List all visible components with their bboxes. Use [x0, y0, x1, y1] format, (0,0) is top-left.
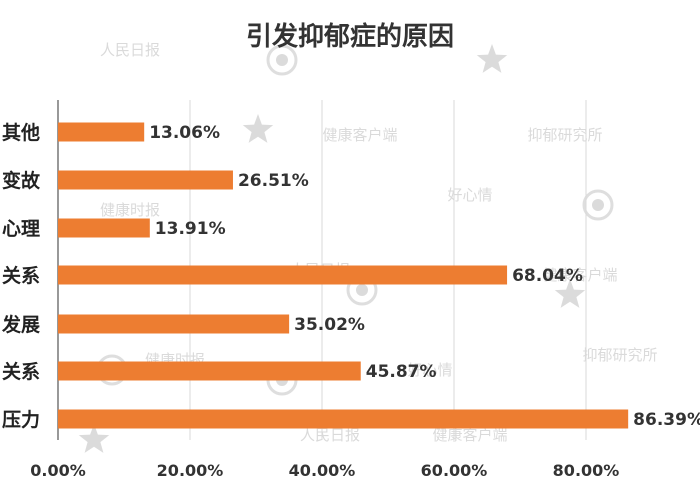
category-label: 关系	[2, 264, 40, 287]
value-label: 26.51%	[238, 171, 309, 191]
category-label: 变故	[2, 169, 41, 192]
watermark-text: 抑郁研究所	[582, 346, 657, 364]
star-icon	[242, 114, 274, 143]
watermark-text: 好心情	[407, 361, 452, 379]
heart-logo-center	[356, 284, 368, 296]
watermark-text: 健康时报	[100, 201, 160, 219]
value-label: 13.91%	[155, 219, 226, 239]
bar	[58, 122, 145, 142]
star-icon	[554, 279, 586, 308]
watermark-text: 健康客户端	[322, 126, 397, 144]
bar	[58, 218, 150, 238]
value-label: 86.39%	[633, 410, 700, 430]
x-tick-label: 40.00%	[289, 461, 356, 480]
x-tick-label: 0.00%	[30, 461, 86, 480]
watermark-text: 好心情	[447, 186, 492, 204]
heart-logo-icon	[582, 189, 614, 221]
category-label: 其他	[2, 121, 40, 144]
watermark-layer: 人民日报健康客户端抑郁研究所好心情健康时报人民日报健康客户端抑郁研究所好心情健康…	[78, 41, 658, 453]
labels: 0.00%20.00%40.00%60.00%80.00%1013.06%其他2…	[1, 121, 700, 480]
watermark-text: 人民日报	[300, 426, 360, 444]
watermark-text: 健康客户端	[542, 266, 617, 284]
value-label: 45.87%	[366, 362, 437, 382]
bar	[58, 361, 361, 381]
bar	[58, 314, 290, 334]
chart-title: 引发抑郁症的原因	[246, 21, 454, 52]
watermark-text: 抑郁研究所	[527, 126, 602, 144]
heart-logo-ring	[582, 189, 614, 221]
value-label: 68.04%	[512, 266, 583, 286]
watermark-text: 健康客户端	[432, 426, 507, 444]
x-tick-label: 60.00%	[421, 461, 488, 480]
star-icon	[78, 424, 110, 453]
category-label: 关系	[2, 360, 40, 383]
category-label: 压力	[2, 408, 40, 431]
category-label: 心理	[2, 218, 40, 240]
x-tick-label: 20.00%	[157, 461, 224, 480]
bar	[58, 170, 233, 190]
category-label: 发展	[1, 313, 40, 336]
heart-logo-icon	[266, 44, 298, 76]
heart-logo-ring	[266, 44, 298, 76]
bars	[58, 122, 629, 429]
heart-logo-center	[276, 54, 288, 66]
bar	[58, 409, 629, 429]
watermark-text: 人民日报	[100, 41, 160, 59]
x-tick-label: 80.00%	[553, 461, 620, 480]
value-label: 35.02%	[294, 315, 365, 335]
star-icon	[476, 44, 508, 73]
value-label: 13.06%	[149, 123, 220, 143]
heart-logo-center	[592, 199, 604, 211]
bar	[58, 265, 508, 285]
